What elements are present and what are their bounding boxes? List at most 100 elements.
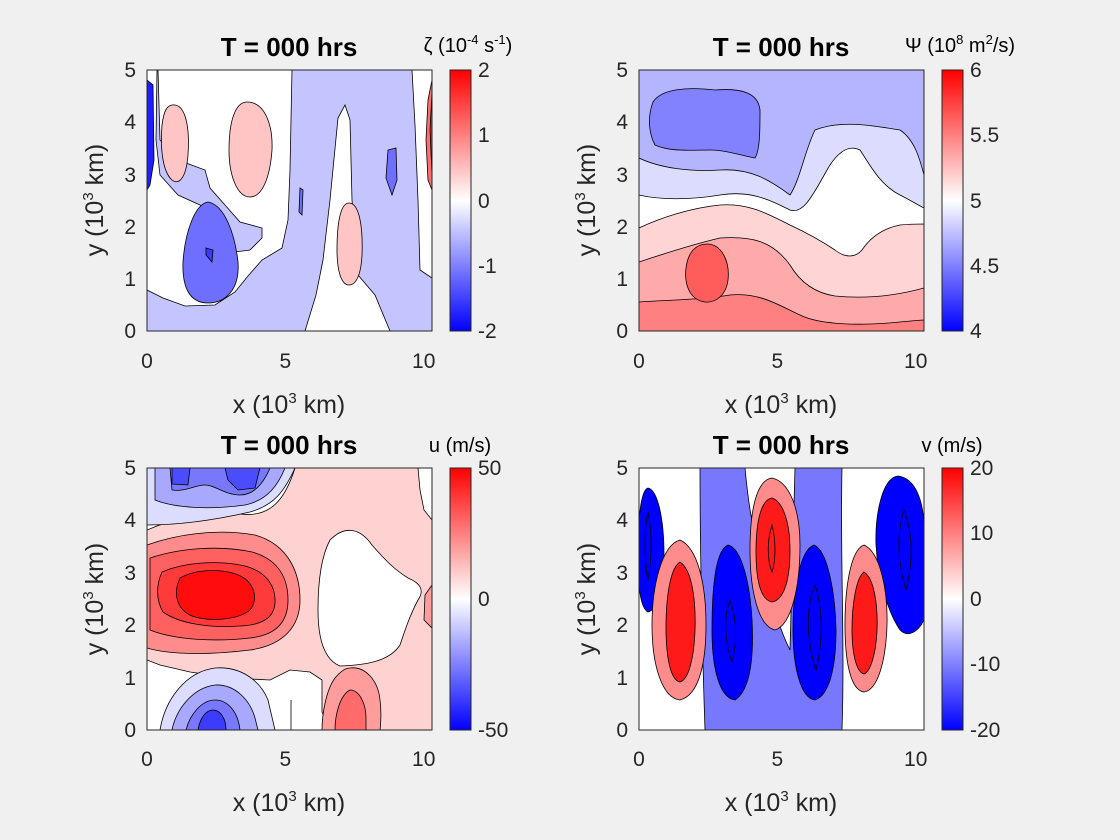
y-tick-label: 2: [616, 216, 628, 239]
x-tick-label: 5: [279, 748, 291, 771]
y-tick-label: 1: [616, 667, 628, 690]
colorbar-tick-label: 1: [478, 124, 490, 147]
contour-field-u: [147, 468, 432, 730]
y-axis-label: y (103 km): [572, 144, 601, 257]
colorbar-label: ζ (10-4 s-1): [424, 32, 513, 57]
y-tick-label: 1: [616, 268, 628, 291]
colorbar-tick-label: 5: [970, 190, 982, 213]
panel-title: T = 000 hrs: [221, 32, 358, 62]
panel-title: T = 000 hrs: [713, 32, 850, 62]
colorbar: 2 1 0 -1 -2 ζ (10-4 s-1): [424, 32, 513, 343]
contour-inner-line: [767, 523, 776, 574]
y-tick-label: 4: [616, 111, 628, 134]
plot-frame: [146, 467, 433, 731]
y-tick-label: 1: [124, 268, 136, 291]
contour-positive-left-core: [665, 561, 696, 683]
panel-streamfunction: T = 000 hrs 0 5 10 x (103 km) 0 1 2 3 4 …: [572, 32, 1015, 419]
contour-inner-line: [725, 598, 737, 664]
contour-negative-min: [205, 247, 214, 263]
colorbar-tick-label: -50: [478, 719, 508, 742]
contour-positive-region: [161, 104, 189, 183]
colorbar-tick-label: -1: [478, 255, 497, 278]
x-tick-label: 0: [141, 748, 153, 771]
colorbar-gradient: [449, 467, 472, 731]
contour-inner-line: [644, 511, 652, 581]
y-tick-label: 4: [124, 509, 136, 532]
colorbar-label: v (m/s): [921, 435, 982, 457]
y-tick-label: 3: [616, 562, 628, 585]
y-axis-label: y (103 km): [572, 543, 601, 656]
panel-u-wind: T = 000 hrs 0 5 10 x (103 km) 0 1 2 3 4 …: [80, 430, 508, 817]
colorbar-tick-label: 10: [970, 522, 993, 545]
x-axis-label: x (103 km): [725, 390, 838, 419]
x-tick-label: 10: [412, 748, 435, 771]
x-tick-label: 5: [771, 350, 783, 373]
y-tick-label: 3: [124, 164, 136, 187]
colorbar-label: Ψ (108 m2/s): [905, 32, 1015, 57]
x-tick-label: 5: [279, 350, 291, 373]
y-axis-label: y (103 km): [80, 144, 109, 257]
y-axis: 0 1 2 3 4 5 y (103 km): [572, 457, 628, 742]
colorbar-tick-label: 2: [478, 59, 490, 82]
contour-inner-line: [807, 583, 822, 672]
x-axis-label: x (103 km): [725, 788, 838, 817]
contour-negative-top-core: [224, 468, 261, 491]
colorbar-tick-label: 4: [970, 320, 982, 343]
colorbar-tick-label: 0: [478, 190, 490, 213]
contour-negative-core: [711, 544, 753, 701]
contour-negative-small: [298, 187, 304, 216]
y-tick-label: 4: [124, 111, 136, 134]
contour-negative-edge: [147, 79, 155, 191]
x-tick-label: 10: [412, 350, 435, 373]
contour-positive-region: [228, 101, 273, 198]
contour-negative-top-core: [171, 468, 191, 486]
contour-field-streamfunction: [639, 70, 924, 331]
y-tick-label: 4: [616, 509, 628, 532]
y-tick-label: 3: [616, 164, 628, 187]
contour-negative-right: [875, 475, 924, 634]
colorbar-tick-label: 6: [970, 59, 982, 82]
x-tick-label: 0: [633, 350, 645, 373]
y-tick-label: 0: [124, 719, 136, 742]
x-axis: 0 5 10 x (103 km): [633, 350, 927, 419]
colorbar-tick-label: 0: [478, 588, 490, 611]
y-tick-label: 1: [124, 667, 136, 690]
colorbar: 50 0 -50 u (m/s): [429, 435, 508, 742]
x-axis-label: x (103 km): [233, 788, 346, 817]
contour-white-edge: [417, 468, 432, 521]
contour-min-core: [649, 88, 761, 159]
plot-frame: [638, 69, 925, 332]
contour-field-vorticity: [147, 70, 432, 331]
contour-max-core: [176, 570, 255, 620]
contour-positive-edge: [425, 79, 432, 191]
colorbar-tick-label: 0: [970, 588, 982, 611]
y-tick-label: 2: [124, 216, 136, 239]
y-axis: 0 1 2 3 4 5 y (103 km): [572, 59, 628, 343]
contour-positive-mid-core: [755, 497, 791, 603]
x-axis-label: x (103 km): [233, 390, 346, 419]
colorbar: 20 10 0 -10 -20 v (m/s): [921, 435, 1000, 742]
x-tick-label: 10: [904, 350, 927, 373]
colorbar-tick-label: -10: [970, 653, 1000, 676]
panel-title: T = 000 hrs: [713, 430, 850, 460]
plot-frame: [638, 467, 925, 731]
contour-max-core: [685, 243, 729, 303]
colorbar: 6 5.5 5 4.5 4 Ψ (108 m2/s): [905, 32, 1015, 343]
colorbar-gradient: [449, 69, 472, 332]
y-tick-label: 5: [616, 457, 628, 480]
panel-title: T = 000 hrs: [221, 430, 358, 460]
y-tick-label: 5: [616, 59, 628, 82]
colorbar-gradient: [941, 69, 964, 332]
x-tick-label: 0: [141, 350, 153, 373]
colorbar-tick-label: -2: [478, 320, 497, 343]
contour-field-v: [639, 468, 924, 730]
contour-positive-region: [336, 202, 363, 286]
contour-positive-right-core: [851, 571, 878, 675]
colorbar-tick-label: -20: [970, 719, 1000, 742]
contour-white-region: [317, 530, 422, 667]
y-tick-label: 3: [124, 562, 136, 585]
contour-inner-line: [898, 508, 912, 592]
panel-v-wind: T = 000 hrs 0 5 10 x (103 km) 0 1 2 3 4 …: [572, 430, 1000, 817]
panel-vorticity: T = 000 hrs 0 5 10 x (103 km) 0 1 2 3 4 …: [80, 32, 512, 419]
